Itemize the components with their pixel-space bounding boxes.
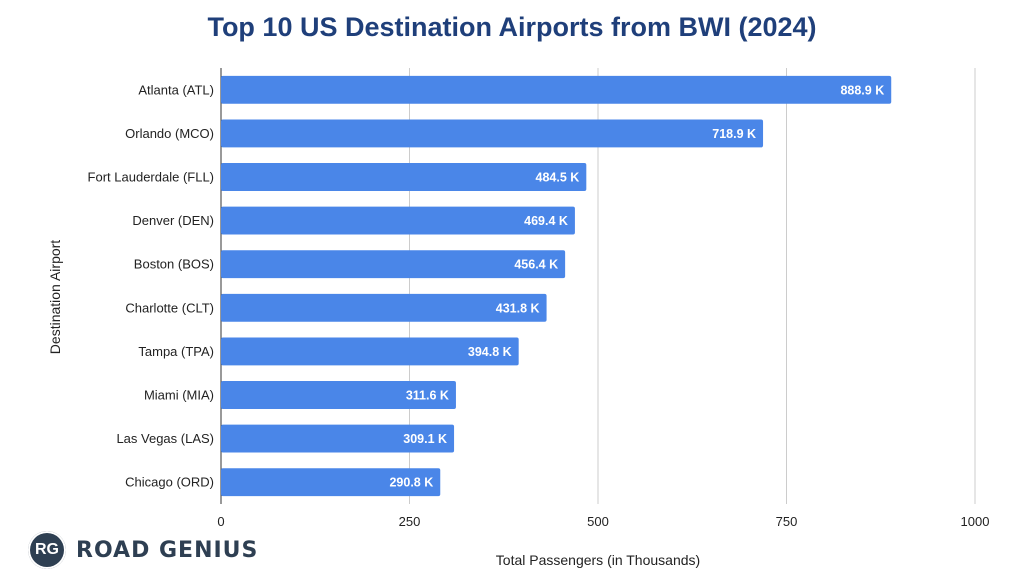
value-label: 888.9 K [840,83,884,97]
bar [221,75,892,104]
bar [221,468,441,497]
bar [221,206,575,235]
category-label: Denver (DEN) [132,213,214,228]
bar [221,250,566,279]
value-label: 484.5 K [536,171,580,185]
value-label: 456.4 K [514,258,558,272]
labels: 0 250 500 750 1000 Atlanta (ATL) 888.9 K Orland… [88,82,990,529]
bars [221,75,892,497]
bar [221,337,519,366]
category-label: Atlanta (ATL) [138,82,214,97]
value-label: 718.9 K [712,127,756,141]
category-label: Fort Lauderdale (FLL) [88,170,214,185]
category-label: Charlotte (CLT) [125,300,214,315]
x-tick-label: 1000 [961,514,990,529]
value-label: 469.4 K [524,214,568,228]
category-label: Chicago (ORD) [125,475,214,490]
category-label: Miami (MIA) [144,388,214,403]
value-label: 311.6 K [406,389,449,403]
x-tick-label: 0 [217,514,224,529]
logo-badge: RG [28,531,66,569]
category-label: Boston (BOS) [134,257,214,272]
x-tick-label: 750 [776,514,798,529]
category-label: Las Vegas (LAS) [116,431,214,446]
value-label: 394.8 K [468,345,512,359]
x-tick-label: 250 [399,514,421,529]
bar [221,119,764,148]
bar [221,424,455,453]
bar [221,293,547,322]
bar [221,381,456,409]
category-label: Orlando (MCO) [125,126,214,141]
chart-title: Top 10 US Destination Airports from BWI … [207,12,817,42]
category-label: Tampa (TPA) [138,344,214,359]
bar [221,163,587,191]
y-axis-title: Destination Airport [47,240,63,355]
x-tick-label: 500 [587,514,609,529]
road-genius-logo: RG ROAD GENIUS [28,530,258,570]
logo-text: ROAD GENIUS [76,537,259,563]
value-label: 290.8 K [389,476,433,490]
x-axis-title: Total Passengers (in Thousands) [496,552,700,568]
value-label: 431.8 K [496,301,540,315]
value-label: 309.1 K [403,432,447,446]
